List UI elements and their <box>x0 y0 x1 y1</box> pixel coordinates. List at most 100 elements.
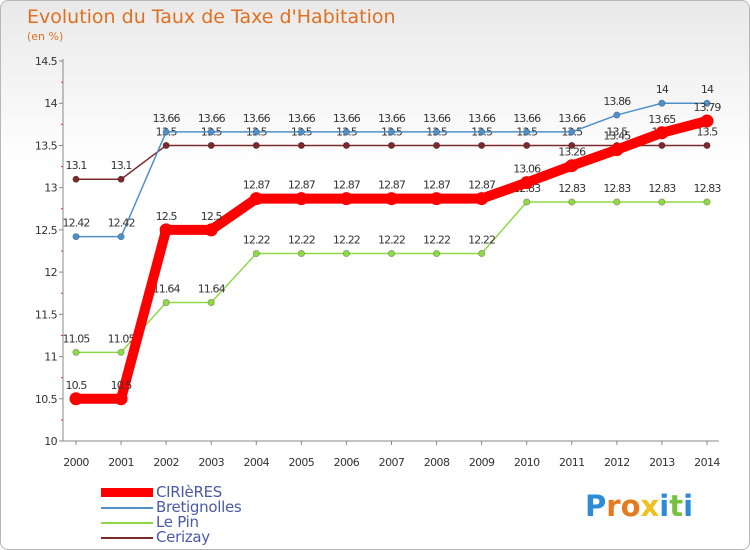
data-point-Cerizay <box>433 141 441 149</box>
y-tick-label: 11 <box>44 351 57 364</box>
data-label-CIRIèRES: 10.5 <box>66 379 88 392</box>
x-tick-label: 2012 <box>604 456 630 469</box>
data-label-CIRIèRES: 12.5 <box>201 210 223 223</box>
data-point-Cerizay <box>703 141 711 149</box>
data-label-Cerizay: 13.1 <box>66 159 87 172</box>
logo-letter: i <box>659 489 670 523</box>
data-label-Cerizay: 13.1 <box>111 159 132 172</box>
chart-title: Evolution du Taux de Taxe d'Habitation <box>27 6 396 28</box>
data-point-Cerizay <box>207 141 215 149</box>
y-tick-label: 14.5 <box>35 55 58 68</box>
logo-letter: P <box>585 489 607 523</box>
x-tick-label: 2011 <box>559 456 585 469</box>
legend-swatch <box>101 522 153 524</box>
data-point-CIRIèRES <box>249 192 263 206</box>
logo-letter: o <box>620 489 641 523</box>
data-label-Bretignolles: 13.66 <box>468 112 496 125</box>
data-point-Le Pin <box>658 198 666 206</box>
data-label-Bretignolles: 14 <box>656 83 669 96</box>
data-point-CIRIèRES <box>294 192 308 206</box>
data-label-CIRIèRES: 13.65 <box>648 113 676 126</box>
data-label-Bretignolles: 13.66 <box>288 112 316 125</box>
data-point-CIRIèRES <box>655 126 669 140</box>
data-label-CIRIèRES: 12.87 <box>378 179 406 192</box>
data-label-Bretignolles: 13.66 <box>423 112 451 125</box>
data-label-CIRIèRES: 12.5 <box>156 210 178 223</box>
data-label-Cerizay: 13.5 <box>697 125 719 138</box>
data-label-Bretignolles: 12.42 <box>63 217 90 230</box>
data-point-Cerizay <box>658 141 666 149</box>
data-point-Bretignolles <box>207 128 215 136</box>
data-point-Cerizay <box>162 141 170 149</box>
legend-item: Le Pin <box>101 513 321 531</box>
data-label-CIRIèRES: 13.26 <box>558 146 586 159</box>
data-point-Bretignolles <box>297 128 305 136</box>
proxiti-logo: Proxiti <box>585 489 693 523</box>
data-point-Cerizay <box>387 141 395 149</box>
data-point-Cerizay <box>568 141 576 149</box>
data-label-Bretignolles: 13.66 <box>513 112 541 125</box>
data-point-Bretignolles <box>568 128 576 136</box>
data-label-CIRIèRES: 13.79 <box>693 101 721 114</box>
data-point-CIRIèRES <box>565 159 579 173</box>
data-point-CIRIèRES <box>475 192 489 206</box>
data-label-CIRIèRES: 10.5 <box>111 379 133 392</box>
data-point-Bretignolles <box>252 128 260 136</box>
x-tick-label: 2002 <box>153 456 179 469</box>
logo-letter: r <box>606 489 621 523</box>
legend-label: Bretignolles <box>156 498 242 516</box>
data-label-Le Pin: 11.64 <box>153 283 181 296</box>
data-point-Cerizay <box>252 141 260 149</box>
data-label-Cerizay: 13.5 <box>606 125 628 138</box>
data-point-Le Pin <box>252 250 260 258</box>
y-tick-label: 13.5 <box>35 139 58 152</box>
data-point-CIRIèRES <box>204 223 218 237</box>
data-label-Bretignolles: 13.86 <box>603 95 631 108</box>
data-label-Le Pin: 12.22 <box>468 234 495 247</box>
data-label-Le Pin: 12.83 <box>558 182 586 195</box>
data-point-Le Pin <box>117 348 125 356</box>
legend-swatch <box>101 507 153 509</box>
series-line-CIRIèRES <box>71 115 712 404</box>
data-point-CIRIèRES <box>384 192 398 206</box>
data-label-Le Pin: 11.64 <box>198 283 226 296</box>
data-label-Bretignolles: 12.42 <box>108 217 135 230</box>
data-point-Le Pin <box>162 299 170 307</box>
data-point-Le Pin <box>207 299 215 307</box>
data-point-Bretignolles <box>523 128 531 136</box>
data-point-Le Pin <box>72 348 80 356</box>
data-label-CIRIèRES: 13.45 <box>603 130 631 143</box>
x-tick-label: 2006 <box>334 456 360 469</box>
legend-swatch <box>101 488 153 497</box>
data-point-CIRIèRES <box>339 192 353 206</box>
chart-subtitle: (en %) <box>27 30 64 43</box>
data-label-CIRIèRES: 12.87 <box>423 179 451 192</box>
data-point-Cerizay <box>523 141 531 149</box>
data-point-Bretignolles <box>613 111 621 119</box>
data-point-Cerizay <box>297 141 305 149</box>
x-tick-label: 2005 <box>289 456 315 469</box>
x-tick-label: 2010 <box>514 456 540 469</box>
x-tick-label: 2007 <box>379 456 405 469</box>
y-tick-label: 13 <box>44 182 57 195</box>
data-point-Cerizay <box>478 141 486 149</box>
data-label-Bretignolles: 13.66 <box>378 112 406 125</box>
y-tick-label: 12.5 <box>35 224 58 237</box>
data-point-Bretignolles <box>478 128 486 136</box>
data-point-Bretignolles <box>703 99 711 107</box>
data-label-CIRIèRES: 13.06 <box>513 163 541 176</box>
series-line-Le Pin <box>75 201 708 354</box>
data-point-Le Pin <box>478 250 486 258</box>
data-point-Bretignolles <box>117 233 125 241</box>
data-point-CIRIèRES <box>700 114 714 128</box>
data-point-CIRIèRES <box>159 223 173 237</box>
data-point-Bretignolles <box>162 128 170 136</box>
legend-label: Le Pin <box>156 513 199 531</box>
data-point-Cerizay <box>117 175 125 183</box>
y-tick-label: 11.5 <box>35 308 58 321</box>
legend-label: Cerizay <box>156 528 210 546</box>
data-label-Le Pin: 12.22 <box>333 234 360 247</box>
data-point-Le Pin <box>523 198 531 206</box>
data-point-Cerizay <box>342 141 350 149</box>
